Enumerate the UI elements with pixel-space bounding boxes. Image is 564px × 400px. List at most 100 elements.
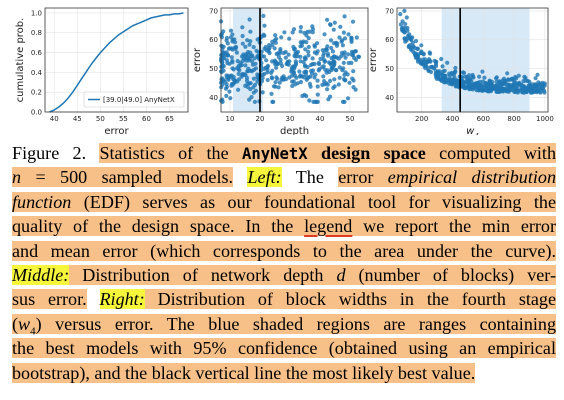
data-point — [522, 86, 527, 92]
y-axis-title: cumulative prob. — [15, 18, 26, 103]
data-point — [480, 69, 485, 74]
data-point — [300, 74, 305, 79]
y-tick-label: 60 — [209, 36, 218, 44]
data-point — [502, 87, 507, 93]
design-space-name: AnyNetX — [241, 145, 308, 163]
caption-highlight-10: Distribution of block widths in the four… — [144, 289, 556, 310]
data-point — [310, 27, 316, 32]
data-point — [535, 72, 540, 77]
data-point — [352, 55, 357, 61]
data-point — [232, 37, 237, 42]
data-point — [231, 67, 236, 72]
data-point — [269, 91, 274, 96]
data-point — [354, 35, 359, 40]
data-point — [292, 53, 297, 58]
data-point — [221, 29, 226, 34]
data-point — [312, 50, 317, 55]
data-point — [453, 65, 458, 71]
data-point — [331, 54, 336, 60]
caption-text: In the — [234, 216, 305, 237]
data-point — [308, 62, 314, 68]
data-point — [511, 77, 516, 82]
data-point — [304, 33, 309, 38]
data-point — [345, 96, 351, 101]
caption-text: sampled models. — [87, 167, 234, 188]
x-axis-title: w4 — [466, 126, 479, 135]
data-point — [353, 49, 358, 54]
data-point — [234, 50, 239, 55]
data-point — [313, 99, 318, 104]
x-tick-label: 20 — [256, 115, 265, 123]
data-point — [521, 79, 526, 84]
data-point — [277, 80, 282, 85]
data-point — [292, 47, 297, 52]
data-point — [527, 79, 532, 84]
data-point — [239, 74, 244, 79]
data-point — [346, 60, 351, 66]
data-point — [306, 44, 311, 50]
data-point — [338, 24, 343, 29]
data-point — [526, 83, 531, 88]
data-point — [414, 53, 419, 58]
caption-text: we report the min error — [352, 216, 557, 237]
x-tick-label: 400 — [446, 115, 459, 123]
data-point — [264, 58, 269, 63]
data-point — [405, 33, 411, 38]
y-tick-label: 50 — [209, 65, 218, 73]
data-point — [269, 70, 274, 75]
data-point — [321, 53, 326, 59]
data-point — [322, 82, 327, 87]
data-point — [531, 87, 537, 93]
math-w: w — [18, 313, 31, 334]
confidence-region — [441, 8, 530, 112]
data-point — [495, 82, 500, 87]
caption-highlight-13: the best models with 95% confidence (obt… — [12, 338, 556, 359]
y-tick-label: 40 — [385, 94, 394, 102]
data-point — [400, 25, 405, 30]
caption-highlight-14: bootstrap), and the black vertical line … — [12, 362, 476, 383]
data-point — [313, 72, 318, 77]
data-point — [310, 30, 315, 35]
data-point — [340, 43, 345, 48]
y-tick-label: 70 — [209, 7, 218, 15]
data-point — [252, 56, 257, 61]
data-point — [340, 38, 345, 43]
data-point — [538, 86, 544, 91]
data-point — [500, 78, 505, 83]
data-point — [290, 83, 295, 89]
data-point — [310, 68, 316, 73]
data-point — [490, 86, 495, 91]
data-point — [260, 75, 265, 80]
figure-label: Figure 2. — [12, 143, 87, 163]
data-point — [236, 71, 241, 76]
data-point — [515, 90, 521, 95]
data-point — [482, 75, 487, 80]
data-point — [338, 54, 344, 59]
data-point — [337, 65, 342, 70]
data-point — [291, 27, 297, 32]
data-point — [325, 53, 331, 58]
data-point — [248, 29, 253, 34]
data-point — [342, 14, 347, 19]
caption-text: Statistics of the — [99, 143, 242, 163]
data-point — [245, 84, 250, 90]
data-point — [342, 72, 347, 77]
caption-text: error — [338, 167, 388, 188]
data-point — [287, 36, 292, 41]
data-point — [306, 49, 311, 54]
data-point — [506, 83, 511, 88]
data-point — [298, 25, 303, 30]
data-point — [427, 50, 432, 55]
x-tick-label: 30 — [286, 115, 295, 123]
data-point — [222, 79, 227, 84]
data-point — [276, 85, 281, 90]
data-point — [498, 88, 503, 93]
data-point — [422, 63, 427, 69]
data-point — [292, 66, 297, 71]
data-point — [528, 88, 533, 93]
data-point — [272, 58, 277, 63]
data-point — [229, 55, 234, 60]
data-point — [287, 75, 292, 80]
data-point — [335, 41, 340, 46]
data-point — [349, 39, 354, 45]
